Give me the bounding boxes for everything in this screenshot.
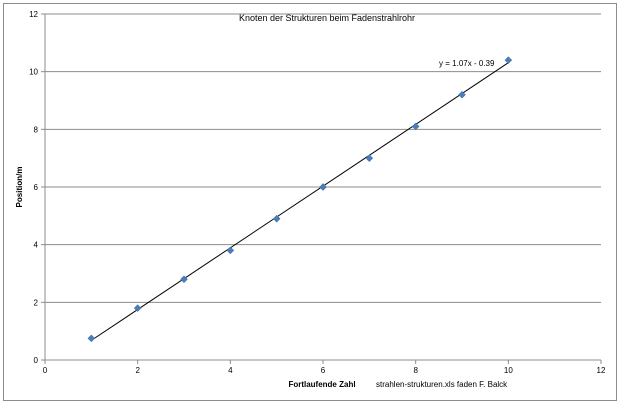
y-tick-label: 2 (34, 298, 39, 307)
data-point (504, 56, 513, 64)
trendline-group (91, 62, 509, 341)
data-point (319, 183, 327, 191)
y-tick-label: 12 (29, 10, 38, 19)
x-tick-label: 12 (597, 366, 606, 375)
x-tick-label: 0 (43, 366, 48, 375)
data-point (458, 90, 466, 99)
data-point (226, 246, 235, 255)
y-tick-label: 6 (34, 183, 39, 192)
chart-title: Knoten der Strukturen beim Fadenstrahlro… (239, 13, 415, 23)
data-point (411, 122, 420, 131)
y-tick-labels: 0 2 4 6 8 10 12 (29, 10, 38, 365)
data-point (365, 154, 374, 163)
x-tick-label: 4 (228, 366, 233, 375)
gridlines (45, 13, 601, 303)
y-tick-label: 0 (34, 356, 39, 365)
data-points (87, 56, 513, 343)
y-tick-label: 4 (34, 241, 39, 250)
trendline (91, 62, 509, 341)
y-axis-label: Position/m (15, 167, 24, 208)
x-tick-label: 10 (504, 366, 513, 375)
data-point (180, 275, 188, 284)
data-point (133, 304, 142, 312)
x-axis-label: Fortlaufende Zahl (288, 380, 355, 389)
x-tick-label: 2 (135, 366, 140, 375)
x-tick-labels: 0 2 4 6 8 10 12 (43, 366, 606, 375)
axes (41, 13, 602, 364)
trendline-equation: y = 1.07x - 0.39 (439, 59, 495, 68)
x-tick-label: 8 (413, 366, 418, 375)
data-point (87, 334, 96, 343)
footnote: strahlen-strukturen.xls faden F. Balck (376, 380, 508, 389)
y-tick-label: 10 (29, 68, 38, 77)
chart-frame (3, 3, 617, 401)
y-tick-label: 8 (34, 125, 39, 134)
x-tick-label: 6 (321, 366, 326, 375)
data-point (272, 214, 281, 223)
